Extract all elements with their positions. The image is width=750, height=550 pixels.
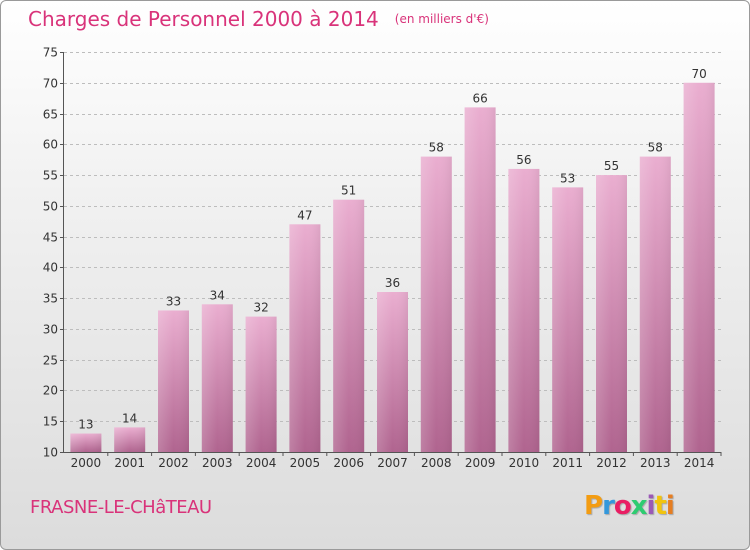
value-label: 34 [210, 288, 225, 302]
value-label: 33 [166, 294, 181, 308]
labels: 13 14 33 34 32 47 51 36 58 66 56 53 55 58 70 [78, 67, 706, 432]
bar-shine [464, 107, 496, 452]
bar-shine [245, 316, 277, 452]
commune-name: FRASNE-LE-CHâTEAU [30, 497, 212, 518]
x-tick-label: 2010 [509, 456, 540, 470]
y-tick-label: 30 [43, 323, 58, 337]
x-tick-label: 2001 [114, 456, 145, 470]
x-tick-label: 2003 [202, 456, 233, 470]
x-tick-label: 2000 [71, 456, 102, 470]
chart-title: Charges de Personnel 2000 à 2014 (en mill… [28, 7, 489, 31]
bar-shine [420, 156, 452, 452]
brand-letter: r [602, 491, 615, 521]
value-label: 32 [253, 301, 268, 315]
y-tick-label: 45 [43, 231, 58, 245]
chart-title-text: Charges de Personnel 2000 à 2014 [28, 7, 379, 31]
axes: 10 15 20 25 30 35 40 45 50 55 60 65 70 75 2000 2001 2002… [43, 46, 722, 470]
x-tick-label: 2014 [684, 456, 715, 470]
brand-letter: o [613, 491, 632, 521]
brand-letter: x [630, 491, 648, 521]
value-label: 51 [341, 184, 356, 198]
x-tick-label: 2008 [421, 456, 452, 470]
y-tick-label: 55 [43, 169, 58, 183]
brand-logo: Proxiti [584, 491, 675, 521]
bar-shine [377, 292, 408, 452]
x-tick-label: 2004 [246, 456, 277, 470]
y-tick-label: 35 [43, 292, 58, 306]
y-tick-label: 70 [43, 77, 58, 91]
brand-letter: i [646, 491, 656, 521]
bar-shine [552, 187, 584, 452]
bar-shine [639, 156, 671, 452]
bar-shine [70, 433, 102, 452]
value-label: 13 [78, 418, 93, 432]
bars [70, 82, 715, 453]
value-label: 53 [560, 171, 575, 185]
bar-shine [596, 175, 627, 453]
brand-letter: i [665, 491, 675, 521]
bar-shine [683, 82, 715, 453]
y-tick-label: 60 [43, 138, 58, 152]
y-tick-label: 40 [43, 261, 58, 275]
value-label: 58 [648, 141, 663, 155]
brand-letter: t [654, 491, 666, 521]
value-label: 66 [472, 91, 487, 105]
bar-shine [333, 199, 365, 452]
bar-shine [289, 224, 321, 452]
y-tick-label: 25 [43, 354, 58, 368]
y-tick-label: 10 [43, 446, 58, 460]
brand-letter: P [584, 491, 603, 521]
x-tick-label: 2002 [158, 456, 189, 470]
x-tick-label: 2007 [377, 456, 408, 470]
y-tick-label: 75 [43, 46, 58, 60]
value-label: 56 [516, 153, 531, 167]
y-tick-label: 20 [43, 384, 58, 398]
chart-unit: (en milliers d'€) [394, 12, 489, 26]
y-tick-label: 50 [43, 200, 58, 214]
value-label: 36 [385, 276, 400, 290]
bar-shine [508, 168, 540, 452]
value-label: 58 [429, 141, 444, 155]
y-tick-label: 15 [43, 415, 58, 429]
value-label: 55 [604, 159, 619, 173]
x-tick-label: 2011 [552, 456, 583, 470]
y-tick-label: 65 [43, 108, 58, 122]
value-label: 70 [691, 67, 706, 81]
bar-shine [114, 427, 146, 452]
bar-shine [158, 310, 189, 452]
x-tick-label: 2006 [333, 456, 364, 470]
x-tick-label: 2013 [640, 456, 671, 470]
value-label: 14 [122, 411, 137, 425]
value-label: 47 [297, 208, 312, 222]
bar-shine [201, 304, 233, 452]
x-tick-label: 2005 [290, 456, 321, 470]
x-tick-label: 2009 [465, 456, 496, 470]
x-tick-label: 2012 [596, 456, 627, 470]
